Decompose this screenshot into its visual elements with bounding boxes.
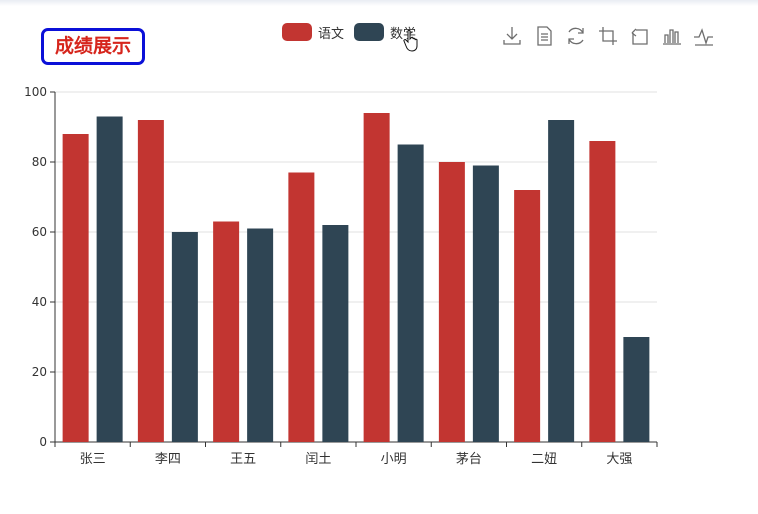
switch-to-bar-button[interactable] <box>660 24 684 48</box>
y-tick-label: 100 <box>24 85 47 99</box>
bar-math <box>472 165 499 442</box>
x-tick-label: 二妞 <box>531 452 557 467</box>
x-tick-label: 李四 <box>155 452 181 467</box>
bar-chinese <box>288 172 315 442</box>
zoom-back-button[interactable] <box>628 24 652 48</box>
legend-item-chinese[interactable]: 语文 <box>282 23 344 42</box>
toolbox <box>500 24 724 48</box>
data-view-button[interactable] <box>532 24 556 48</box>
y-tick-label: 80 <box>32 155 47 169</box>
switch-to-line-button[interactable] <box>692 24 716 48</box>
bar-chart-icon <box>663 29 681 45</box>
bar-chinese <box>363 113 390 442</box>
save-as-image-button[interactable] <box>500 24 524 48</box>
bar-chinese <box>137 120 164 442</box>
bar-math <box>322 225 349 442</box>
restore-button[interactable] <box>564 24 588 48</box>
line-chart-icon <box>694 28 713 46</box>
bar-chinese <box>589 141 616 442</box>
zoom-button[interactable] <box>596 24 620 48</box>
bar-chinese <box>514 190 541 442</box>
bar-chinese <box>438 162 465 442</box>
bar-math <box>96 116 123 442</box>
x-tick-label: 大强 <box>606 452 632 467</box>
bar-math <box>623 337 650 442</box>
hand-cursor-icon <box>403 29 418 52</box>
bar-math <box>247 228 274 442</box>
data-view-icon <box>537 26 552 46</box>
zoom-back-icon <box>631 28 648 45</box>
y-tick-label: 20 <box>32 365 47 379</box>
zoom-icon <box>599 27 617 45</box>
x-tick-label: 茅台 <box>456 452 482 467</box>
chart-title: 成绩展示 <box>41 28 145 65</box>
bar-math <box>548 120 575 442</box>
legend-swatch-math <box>354 23 385 41</box>
y-tick-label: 0 <box>39 435 47 449</box>
x-tick-label: 王五 <box>230 452 256 467</box>
y-tick-label: 60 <box>32 225 47 239</box>
x-tick-label: 闰土 <box>305 452 331 467</box>
legend-label-chinese: 语文 <box>318 26 345 42</box>
y-tick-label: 40 <box>32 295 47 309</box>
restore-icon <box>568 27 584 45</box>
bar-chinese <box>62 134 89 442</box>
x-tick-label: 小明 <box>381 452 407 467</box>
bar-math <box>171 232 198 442</box>
legend-swatch-chinese <box>282 23 312 41</box>
bar-math <box>397 144 424 442</box>
download-icon <box>503 27 521 45</box>
top-strip <box>0 0 758 6</box>
bar-chinese <box>213 221 240 442</box>
x-tick-label: 张三 <box>80 452 106 467</box>
